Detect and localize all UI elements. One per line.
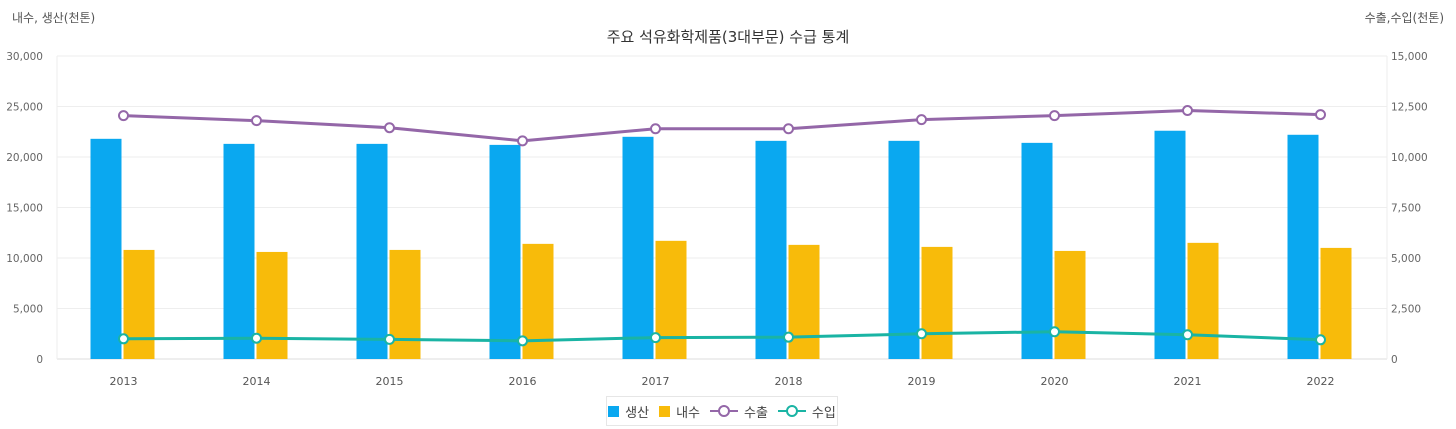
x-category-label: 2014 <box>243 375 271 388</box>
bar-production <box>1287 134 1319 359</box>
bar-production <box>1154 130 1186 359</box>
bar-production <box>622 136 654 359</box>
legend-swatch-domestic <box>659 405 671 417</box>
bar-domestic <box>1054 250 1086 359</box>
x-category-label: 2018 <box>775 375 803 388</box>
bar-production <box>888 140 920 359</box>
point-import <box>916 328 927 340</box>
bar-production <box>223 143 255 359</box>
bar-domestic <box>389 249 421 359</box>
left-tick-label: 5,000 <box>13 304 43 316</box>
x-category-label: 2016 <box>509 375 537 388</box>
right-tick-label: 10,000 <box>1391 152 1428 164</box>
legend-label-production: 생산 <box>625 405 650 421</box>
chart-title: 주요 석유화학제품(3대부문) 수급 통계 <box>606 28 850 46</box>
x-category-label: 2017 <box>642 375 670 388</box>
legend-label-export: 수출 <box>744 405 768 421</box>
point-import <box>118 333 129 345</box>
x-category-label: 2019 <box>908 375 936 388</box>
right-tick-label: 2,500 <box>1391 304 1421 316</box>
legend-item-import[interactable]: 수입 <box>777 402 836 421</box>
right-axis-unit-label: 수출,수입(천톤) <box>1364 11 1444 25</box>
right-tick-label: 15,000 <box>1391 51 1428 63</box>
legend-item-production[interactable]: 생산 <box>608 402 649 421</box>
x-category-label: 2015 <box>376 375 404 388</box>
x-category-label: 2013 <box>110 375 138 388</box>
chart-legend: 생산 내수 수출 수입 <box>606 396 838 426</box>
point-export <box>1049 110 1060 122</box>
right-tick-label: 12,500 <box>1391 102 1428 114</box>
bar-production <box>90 138 122 359</box>
point-import <box>650 332 661 344</box>
point-export <box>1315 109 1326 121</box>
legend-item-domestic[interactable]: 내수 <box>659 402 700 421</box>
point-import <box>1049 326 1060 338</box>
point-import <box>1315 334 1326 346</box>
point-import <box>251 332 262 344</box>
point-import <box>783 331 794 343</box>
point-import <box>384 333 395 345</box>
legend-swatch-production <box>608 405 620 417</box>
left-tick-label: 0 <box>36 354 43 366</box>
line-import <box>123 330 1321 343</box>
point-import <box>1182 329 1193 341</box>
legend-item-export[interactable]: 수출 <box>710 402 768 421</box>
right-tick-label: 5,000 <box>1391 253 1421 265</box>
bar-production <box>489 144 521 359</box>
bar-domestic <box>1187 242 1219 359</box>
bar-domestic <box>256 251 288 359</box>
legend-label-import: 수입 <box>811 405 836 421</box>
x-category-label: 2020 <box>1041 375 1069 388</box>
legend-swatch-export <box>710 405 738 417</box>
bar-production <box>356 143 388 359</box>
bar-domestic <box>123 249 155 359</box>
left-tick-label: 20,000 <box>6 152 43 164</box>
left-tick-label: 10,000 <box>6 253 43 265</box>
legend-swatch-import <box>777 405 806 417</box>
left-tick-label: 15,000 <box>6 203 43 215</box>
point-export <box>650 123 661 135</box>
point-export <box>916 114 927 126</box>
left-tick-label: 30,000 <box>6 51 43 63</box>
left-axis-unit-label: 내수, 생산(천톤) <box>12 11 96 25</box>
point-export <box>384 122 395 134</box>
right-tick-label: 7,500 <box>1391 203 1421 215</box>
bar-domestic <box>921 246 953 359</box>
legend-label-domestic: 내수 <box>676 405 700 421</box>
right-tick-label: 0 <box>1391 354 1398 366</box>
bar-production <box>1021 142 1053 359</box>
x-category-label: 2022 <box>1307 375 1335 388</box>
point-export <box>118 110 129 122</box>
point-export <box>1182 105 1193 117</box>
point-export <box>251 115 262 127</box>
line-export <box>123 109 1321 143</box>
point-export <box>517 135 528 147</box>
point-import <box>517 335 528 347</box>
bar-domestic <box>788 244 820 359</box>
point-export <box>783 123 794 135</box>
left-tick-label: 25,000 <box>6 102 43 114</box>
bar-domestic <box>655 240 687 359</box>
x-category-label: 2021 <box>1174 375 1202 388</box>
bar-production <box>755 140 787 359</box>
